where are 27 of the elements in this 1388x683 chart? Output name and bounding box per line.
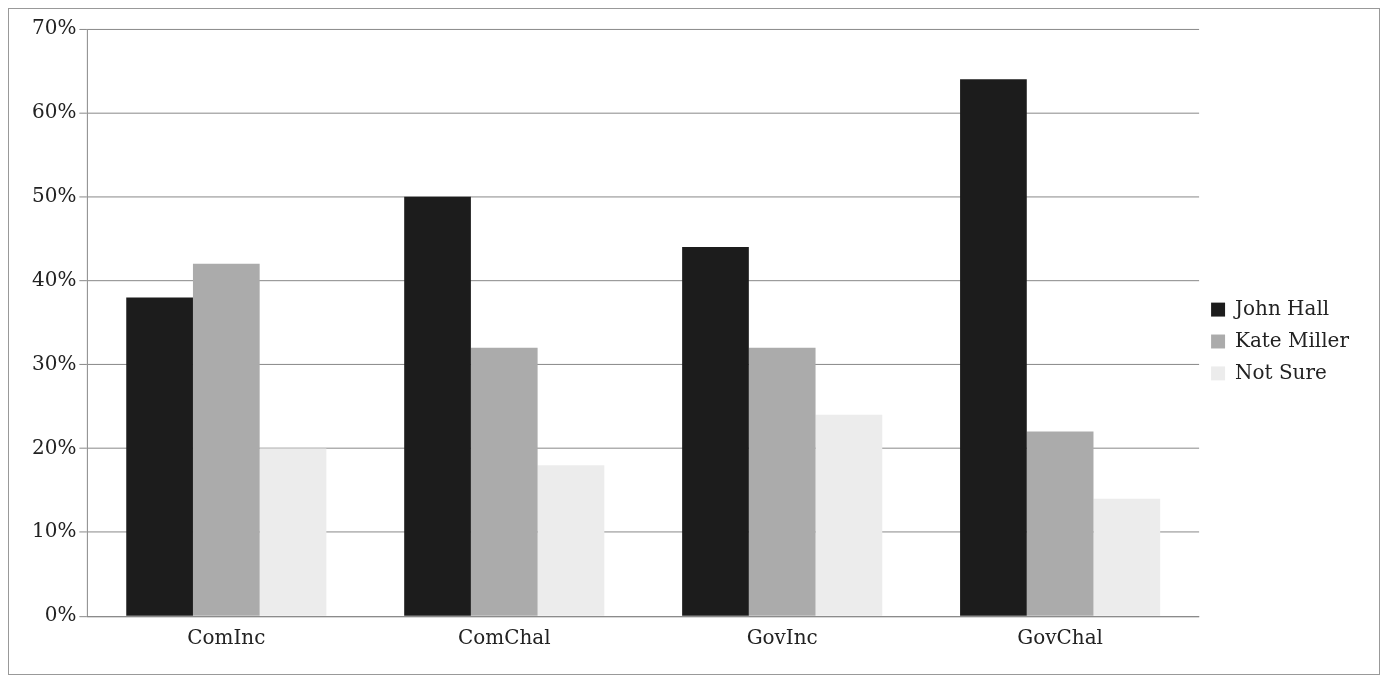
y-tick-label: 70%	[31, 15, 77, 40]
bar	[404, 196, 471, 616]
bar	[682, 247, 749, 616]
x-tick-label: GovChal	[1017, 625, 1103, 650]
y-tick-label: 50%	[31, 182, 77, 207]
y-tick-label: 40%	[31, 266, 77, 291]
bar	[1026, 431, 1094, 616]
y-tick-label: 20%	[31, 434, 77, 459]
bar	[748, 347, 816, 616]
bar	[259, 448, 327, 616]
bar	[815, 414, 883, 616]
bar	[960, 79, 1027, 616]
bar	[537, 465, 605, 616]
y-tick-label: 30%	[31, 350, 77, 375]
bar	[470, 347, 538, 616]
legend-label: Kate Miller	[1235, 327, 1350, 352]
bar	[192, 263, 260, 616]
y-tick-label: 10%	[31, 518, 77, 543]
y-tick-label: 60%	[31, 99, 77, 124]
legend-label: Not Sure	[1235, 359, 1327, 384]
x-tick-label: GovInc	[746, 625, 818, 650]
bar	[1093, 498, 1161, 616]
x-tick-label: ComChal	[457, 625, 551, 650]
y-tick-label: 0%	[44, 602, 77, 627]
x-tick-label: ComInc	[187, 625, 266, 650]
legend-label: John Hall	[1233, 295, 1330, 320]
bar	[126, 297, 193, 616]
